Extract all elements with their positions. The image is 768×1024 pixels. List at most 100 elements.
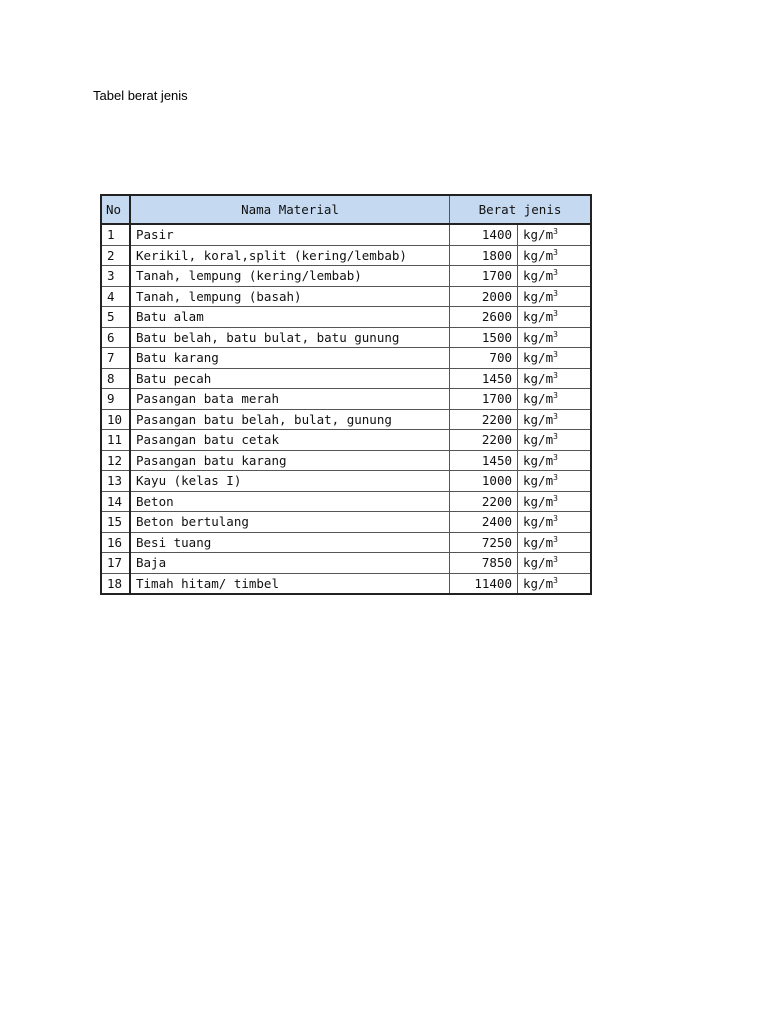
unit-exponent: 3 [553,227,558,237]
cell-value: 7250 [449,532,518,553]
table-row: 5 Batu alam 2600 kg/m3 [100,306,592,328]
unit-text: kg/m [523,411,554,427]
unit-text: kg/m [523,473,554,489]
table-row: 17 Baja 7850 kg/m3 [100,552,592,574]
table-row: 18 Timah hitam/ timbel 11400 kg/m3 [100,573,592,595]
cell-no: 7 [100,347,131,369]
cell-unit: kg/m3 [517,491,592,512]
header-name: Nama Material [130,194,450,225]
cell-unit: kg/m3 [517,286,592,307]
cell-unit: kg/m3 [517,347,592,369]
cell-no: 4 [100,286,131,307]
cell-value: 2600 [449,306,518,328]
cell-unit: kg/m3 [517,388,592,410]
unit-text: kg/m [523,432,554,448]
cell-no: 12 [100,450,131,471]
cell-name: Tanah, lempung (basah) [130,286,450,307]
table-row: 11 Pasangan batu cetak 2200 kg/m3 [100,429,592,451]
cell-name: Pasangan bata merah [130,388,450,410]
unit-text: kg/m [523,247,554,263]
table-row: 10 Pasangan batu belah, bulat, gunung 2200… [100,409,592,430]
table-row: 15 Beton bertulang 2400 kg/m3 [100,511,592,533]
unit-text: kg/m [523,555,554,571]
cell-unit: kg/m3 [517,511,592,533]
cell-name: Pasir [130,224,450,246]
cell-no: 8 [100,368,131,389]
cell-value: 1000 [449,470,518,492]
cell-unit: kg/m3 [517,245,592,266]
cell-unit: kg/m3 [517,552,592,574]
cell-name: Kayu (kelas I) [130,470,450,492]
cell-unit: kg/m3 [517,327,592,348]
cell-unit: kg/m3 [517,306,592,328]
table-row: 7 Batu karang 700 kg/m3 [100,347,592,369]
cell-name: Beton bertulang [130,511,450,533]
unit-text: kg/m [523,288,554,304]
cell-no: 14 [100,491,131,512]
cell-unit: kg/m3 [517,265,592,287]
unit-text: kg/m [523,493,554,509]
unit-text: kg/m [523,268,554,284]
table-row: 16 Besi tuang 7250 kg/m3 [100,532,592,553]
unit-text: kg/m [523,575,554,591]
material-density-table: No Nama Material Berat jenis 1 Pasir 1400 k… [100,194,592,595]
cell-no: 15 [100,511,131,533]
cell-unit: kg/m3 [517,429,592,451]
cell-value: 1800 [449,245,518,266]
unit-text: kg/m [523,227,554,243]
unit-exponent: 3 [553,493,558,503]
unit-exponent: 3 [553,350,558,360]
cell-value: 1700 [449,265,518,287]
cell-no: 1 [100,224,131,246]
cell-no: 16 [100,532,131,553]
cell-unit: kg/m3 [517,368,592,389]
unit-exponent: 3 [553,555,558,565]
cell-value: 1400 [449,224,518,246]
cell-value: 7850 [449,552,518,574]
document-title: Tabel berat jenis [93,88,188,103]
cell-no: 17 [100,552,131,574]
cell-unit: kg/m3 [517,573,592,595]
unit-text: kg/m [523,452,554,468]
unit-text: kg/m [523,391,554,407]
cell-no: 9 [100,388,131,410]
unit-exponent: 3 [553,514,558,524]
header-value: Berat jenis [449,194,592,225]
cell-value: 2200 [449,491,518,512]
cell-unit: kg/m3 [517,470,592,492]
unit-text: kg/m [523,534,554,550]
unit-exponent: 3 [553,411,558,421]
unit-exponent: 3 [553,452,558,462]
table-row: 3 Tanah, lempung (kering/lembab) 1700 kg/m3 [100,265,592,287]
unit-text: kg/m [523,514,554,530]
table-row: 1 Pasir 1400 kg/m3 [100,224,592,246]
cell-no: 11 [100,429,131,451]
cell-unit: kg/m3 [517,409,592,430]
cell-no: 13 [100,470,131,492]
table-row: 13 Kayu (kelas I) 1000 kg/m3 [100,470,592,492]
table-row: 14 Beton 2200 kg/m3 [100,491,592,512]
cell-name: Batu karang [130,347,450,369]
cell-value: 2200 [449,429,518,451]
cell-name: Pasangan batu cetak [130,429,450,451]
unit-exponent: 3 [553,268,558,278]
unit-exponent: 3 [553,288,558,298]
cell-value: 1500 [449,327,518,348]
unit-exponent: 3 [553,329,558,339]
table-row: 6 Batu belah, batu bulat, batu gunung 1500… [100,327,592,348]
cell-value: 2000 [449,286,518,307]
cell-name: Beton [130,491,450,512]
cell-value: 700 [449,347,518,369]
cell-name: Pasangan batu karang [130,450,450,471]
cell-no: 10 [100,409,131,430]
unit-exponent: 3 [553,432,558,442]
cell-name: Batu pecah [130,368,450,389]
unit-exponent: 3 [553,575,558,585]
cell-value: 1450 [449,450,518,471]
cell-unit: kg/m3 [517,450,592,471]
cell-name: Tanah, lempung (kering/lembab) [130,265,450,287]
cell-no: 3 [100,265,131,287]
cell-name: Besi tuang [130,532,450,553]
unit-exponent: 3 [553,370,558,380]
